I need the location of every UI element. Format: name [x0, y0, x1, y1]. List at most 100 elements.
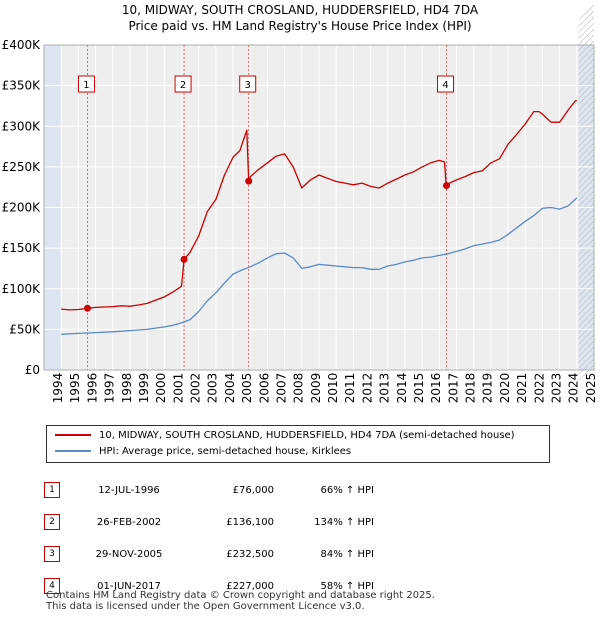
legend-swatch-property — [55, 434, 91, 436]
hatch-line — [578, 310, 595, 327]
x-tick-label: 2008 — [292, 373, 306, 404]
hatch-line — [578, 70, 595, 87]
hatch-line — [578, 322, 595, 339]
hatch-line — [578, 262, 595, 279]
transaction-price: £76,000 — [232, 484, 274, 496]
hatch-line — [578, 142, 595, 159]
hatch-line — [578, 190, 595, 207]
hatch-line — [578, 88, 595, 105]
hatch-line — [578, 52, 595, 69]
hatch-line — [578, 76, 595, 93]
sale-point — [443, 182, 451, 190]
x-tick-label: 2019 — [481, 373, 495, 404]
x-tick-label: 2017 — [446, 373, 460, 404]
transaction-price: £136,100 — [226, 516, 274, 528]
footer-copyright: Contains HM Land Registry data © Crown c… — [46, 590, 435, 601]
sale-label-box — [77, 75, 95, 93]
y-tick-label: £400K — [2, 38, 42, 52]
transaction-price: £232,500 — [226, 548, 274, 560]
hatch-line — [578, 250, 595, 267]
hatch-line — [578, 16, 595, 33]
hatch-line — [578, 244, 595, 261]
hatch-line — [578, 10, 595, 27]
hatch-line — [578, 346, 595, 363]
hatch-line — [578, 232, 595, 249]
price-chart: £0 £50K £100K £150K £200K £250K £300K £350K £400… — [2, 4, 598, 404]
legend-label-property: 10, MIDWAY, SOUTH CROSLAND, HUDDERSFIELD… — [99, 430, 515, 441]
transaction-number: 1 — [44, 482, 60, 498]
y-tick-label: £300K — [2, 119, 42, 133]
x-tick-label: 2000 — [154, 373, 168, 404]
table-row: 4 01-JUN-2017 £227,000 58% ↑ HPI — [44, 570, 374, 602]
hatch-line — [578, 124, 595, 141]
x-tick-label: 2002 — [189, 373, 203, 404]
sale-label-box — [239, 75, 257, 93]
sale-label: 1 — [83, 80, 89, 91]
x-tick-label: 2016 — [429, 373, 443, 404]
x-tick-label: 2020 — [498, 373, 512, 404]
x-tick-label: 2009 — [309, 373, 323, 404]
y-tick-label: £50K — [9, 322, 41, 336]
hatch-line — [578, 208, 595, 225]
x-tick-label: 2010 — [326, 373, 340, 404]
hatch-line — [578, 238, 595, 255]
x-tick-label: 2023 — [549, 373, 563, 404]
y-tick-label: £250K — [2, 160, 42, 174]
hatch-line — [578, 22, 595, 39]
x-tick-label: 2025 — [584, 373, 598, 404]
hatch-line — [578, 196, 595, 213]
hatch-line — [578, 166, 595, 183]
hatch-line — [578, 358, 595, 375]
hatch-line — [578, 4, 595, 21]
legend-item-hpi: HPI: Average price, semi-detached house,… — [55, 444, 351, 460]
hatch-line — [578, 130, 595, 147]
x-tick-label: 1996 — [85, 373, 99, 404]
transaction-price: £227,000 — [226, 580, 274, 592]
sale-label-box — [174, 75, 192, 93]
footer: Contains HM Land Registry data © Crown c… — [46, 590, 435, 612]
hatch-line — [578, 34, 595, 51]
chart-title-line1: 10, MIDWAY, SOUTH CROSLAND, HUDDERSFIELD… — [121, 3, 479, 17]
hatch-line — [578, 40, 595, 57]
x-tick-label: 1995 — [68, 373, 82, 404]
hatch-line — [578, 136, 595, 153]
x-tick-label: 2001 — [171, 373, 185, 404]
y-tick-label: £100K — [2, 282, 42, 296]
table-row: 2 26-FEB-2002 £136,100 134% ↑ HPI — [44, 506, 374, 538]
sale-point — [180, 255, 188, 263]
x-tick-label: 2022 — [532, 373, 546, 404]
x-tick-label: 2013 — [378, 373, 392, 404]
x-tick-label: 2018 — [464, 373, 478, 404]
footer-license: This data is licensed under the Open Gov… — [46, 601, 365, 612]
transaction-date: 12-JUL-1996 — [98, 484, 160, 496]
hatch-line — [578, 160, 595, 177]
x-tick-label: 2012 — [360, 373, 374, 404]
hatch-line — [578, 106, 595, 123]
x-tick-label: 1994 — [51, 373, 65, 404]
hatch-line — [578, 148, 595, 165]
legend-swatch-hpi — [55, 450, 91, 452]
sale-point — [245, 177, 253, 185]
sale-point — [83, 304, 91, 312]
hatch-line — [578, 220, 595, 237]
y-tick-label: £0 — [25, 363, 40, 377]
y-tick-label: £150K — [2, 241, 42, 255]
x-tick-label: 2011 — [343, 373, 357, 404]
hatch-line — [578, 202, 595, 219]
transaction-number: 2 — [44, 514, 60, 530]
hatch-line — [578, 100, 595, 117]
series-line-property — [61, 99, 578, 311]
hatch-line — [578, 94, 595, 111]
hatch-line — [578, 172, 595, 189]
table-row: 1 12-JUL-1996 £76,000 66% ↑ HPI — [44, 474, 374, 506]
transaction-date: 26-FEB-2002 — [96, 516, 162, 528]
hatch-line — [578, 298, 595, 315]
transaction-hpi: 84% ↑ HPI — [320, 548, 374, 560]
hatch-line — [578, 352, 595, 369]
hatch-line — [578, 256, 595, 273]
x-tick-label: 1997 — [103, 373, 117, 404]
x-tick-label: 2021 — [515, 373, 529, 404]
hatch-line — [578, 46, 595, 63]
sale-label: 2 — [180, 80, 186, 91]
transaction-date: 01-JUN-2017 — [97, 580, 161, 592]
